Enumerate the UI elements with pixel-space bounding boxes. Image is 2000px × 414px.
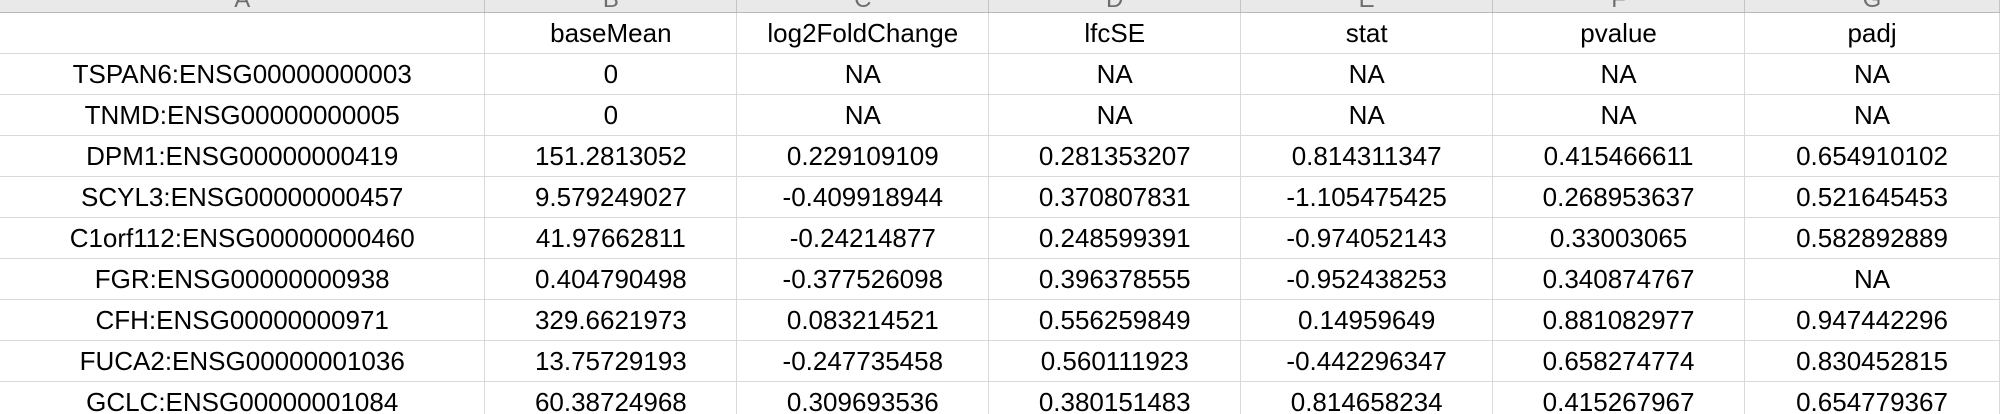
table-row: CFH:ENSG00000000971 329.6621973 0.08321452… — [0, 299, 2000, 341]
value-cell[interactable]: 0.340874767 — [1492, 258, 1746, 300]
column-header-a[interactable]: A — [0, 0, 486, 13]
value-cell[interactable]: 0 — [484, 94, 738, 136]
table-row: SCYL3:ENSG00000000457 9.579249027 -0.40991… — [0, 176, 2000, 218]
value-cell[interactable]: 0.654779367 — [1744, 381, 2000, 414]
header-cell[interactable]: pvalue — [1492, 12, 1746, 54]
value-cell[interactable]: 0.281353207 — [988, 135, 1242, 177]
value-cell[interactable]: -0.409918944 — [736, 176, 990, 218]
header-cell[interactable]: stat — [1240, 12, 1494, 54]
table-row: DPM1:ENSG00000000419 151.2813052 0.2291091… — [0, 135, 2000, 177]
value-cell[interactable]: NA — [1240, 53, 1494, 95]
column-header-d[interactable]: D — [988, 0, 1242, 13]
column-header-c[interactable]: C — [736, 0, 990, 13]
gene-id-cell[interactable]: SCYL3:ENSG00000000457 — [0, 176, 486, 218]
header-cell[interactable]: lfcSE — [988, 12, 1242, 54]
column-letter: B — [485, 0, 735, 12]
value-cell[interactable]: 13.75729193 — [484, 340, 738, 382]
value-cell[interactable]: 0.380151483 — [988, 381, 1242, 414]
value-cell[interactable]: 0.14959649 — [1240, 299, 1494, 341]
table-row: C1orf112:ENSG00000000460 41.97662811 -0.24… — [0, 217, 2000, 259]
table-row: FGR:ENSG00000000938 0.404790498 -0.3775260… — [0, 258, 2000, 300]
column-letter: F — [1493, 0, 1743, 12]
value-cell[interactable]: 0.404790498 — [484, 258, 738, 300]
value-cell[interactable]: 41.97662811 — [484, 217, 738, 259]
column-letter-header-row: A B C D E F G — [0, 0, 2000, 13]
value-cell[interactable]: 0.370807831 — [988, 176, 1242, 218]
value-cell[interactable]: 0.582892889 — [1744, 217, 2000, 259]
gene-id-cell[interactable]: FUCA2:ENSG00000001036 — [0, 340, 486, 382]
table-row: TSPAN6:ENSG00000000003 0 NA NA NA NA NA — [0, 53, 2000, 95]
value-cell[interactable]: NA — [736, 94, 990, 136]
header-cell[interactable]: baseMean — [484, 12, 738, 54]
value-cell[interactable]: 0.083214521 — [736, 299, 990, 341]
value-cell[interactable]: 0.229109109 — [736, 135, 990, 177]
column-letter: D — [989, 0, 1239, 12]
column-header-b[interactable]: B — [484, 0, 738, 13]
column-header-f[interactable]: F — [1492, 0, 1746, 13]
gene-id-cell[interactable]: DPM1:ENSG00000000419 — [0, 135, 486, 177]
value-cell[interactable]: 151.2813052 — [484, 135, 738, 177]
value-cell[interactable]: -0.974052143 — [1240, 217, 1494, 259]
value-cell[interactable]: 0.521645453 — [1744, 176, 2000, 218]
value-cell[interactable]: 0.814311347 — [1240, 135, 1494, 177]
gene-id-cell[interactable]: C1orf112:ENSG00000000460 — [0, 217, 486, 259]
value-cell[interactable]: 0.268953637 — [1492, 176, 1746, 218]
value-cell[interactable]: 329.6621973 — [484, 299, 738, 341]
gene-id-cell[interactable]: TNMD:ENSG00000000005 — [0, 94, 486, 136]
value-cell[interactable]: -0.247735458 — [736, 340, 990, 382]
value-cell[interactable]: NA — [1492, 53, 1746, 95]
value-cell[interactable]: NA — [988, 53, 1242, 95]
value-cell[interactable]: 0.830452815 — [1744, 340, 2000, 382]
value-cell[interactable]: -0.24214877 — [736, 217, 990, 259]
column-letter: A — [0, 0, 484, 12]
value-cell[interactable]: 60.38724968 — [484, 381, 738, 414]
header-cell[interactable]: log2FoldChange — [736, 12, 990, 54]
value-cell[interactable]: NA — [1744, 53, 2000, 95]
value-cell[interactable]: 0.556259849 — [988, 299, 1242, 341]
gene-id-cell[interactable]: CFH:ENSG00000000971 — [0, 299, 486, 341]
table-row: FUCA2:ENSG00000001036 13.75729193 -0.24773… — [0, 340, 2000, 382]
value-cell[interactable]: -0.377526098 — [736, 258, 990, 300]
value-cell[interactable]: 0.415267967 — [1492, 381, 1746, 414]
value-cell[interactable]: 0.415466611 — [1492, 135, 1746, 177]
value-cell[interactable]: -0.952438253 — [1240, 258, 1494, 300]
value-cell[interactable]: 0.658274774 — [1492, 340, 1746, 382]
gene-id-cell[interactable]: GCLC:ENSG00000001084 — [0, 381, 486, 414]
value-cell[interactable]: NA — [1240, 94, 1494, 136]
value-cell[interactable]: NA — [736, 53, 990, 95]
header-cell[interactable] — [0, 12, 486, 54]
column-letter: C — [737, 0, 987, 12]
gene-id-cell[interactable]: TSPAN6:ENSG00000000003 — [0, 53, 486, 95]
value-cell[interactable]: 0 — [484, 53, 738, 95]
value-cell[interactable]: 0.560111923 — [988, 340, 1242, 382]
header-row: baseMean log2FoldChange lfcSE stat pvalu… — [0, 12, 2000, 54]
value-cell[interactable]: NA — [988, 94, 1242, 136]
value-cell[interactable]: 0.33003065 — [1492, 217, 1746, 259]
gene-id-cell[interactable]: FGR:ENSG00000000938 — [0, 258, 486, 300]
column-header-g[interactable]: G — [1744, 0, 2000, 13]
value-cell[interactable]: -0.442296347 — [1240, 340, 1494, 382]
table-row: GCLC:ENSG00000001084 60.38724968 0.3096935… — [0, 381, 2000, 414]
table-row: TNMD:ENSG00000000005 0 NA NA NA NA NA — [0, 94, 2000, 136]
column-header-e[interactable]: E — [1240, 0, 1494, 13]
header-cell[interactable]: padj — [1744, 12, 2000, 54]
value-cell[interactable]: 0.248599391 — [988, 217, 1242, 259]
value-cell[interactable]: NA — [1492, 94, 1746, 136]
column-letter: E — [1241, 0, 1491, 12]
value-cell[interactable]: 0.654910102 — [1744, 135, 2000, 177]
value-cell[interactable]: NA — [1744, 94, 2000, 136]
column-letter: G — [1745, 0, 1998, 12]
value-cell[interactable]: NA — [1744, 258, 2000, 300]
value-cell[interactable]: -1.105475425 — [1240, 176, 1494, 218]
value-cell[interactable]: 0.881082977 — [1492, 299, 1746, 341]
value-cell[interactable]: 0.814658234 — [1240, 381, 1494, 414]
value-cell[interactable]: 0.947442296 — [1744, 299, 2000, 341]
value-cell[interactable]: 0.309693536 — [736, 381, 990, 414]
value-cell[interactable]: 9.579249027 — [484, 176, 738, 218]
value-cell[interactable]: 0.396378555 — [988, 258, 1242, 300]
